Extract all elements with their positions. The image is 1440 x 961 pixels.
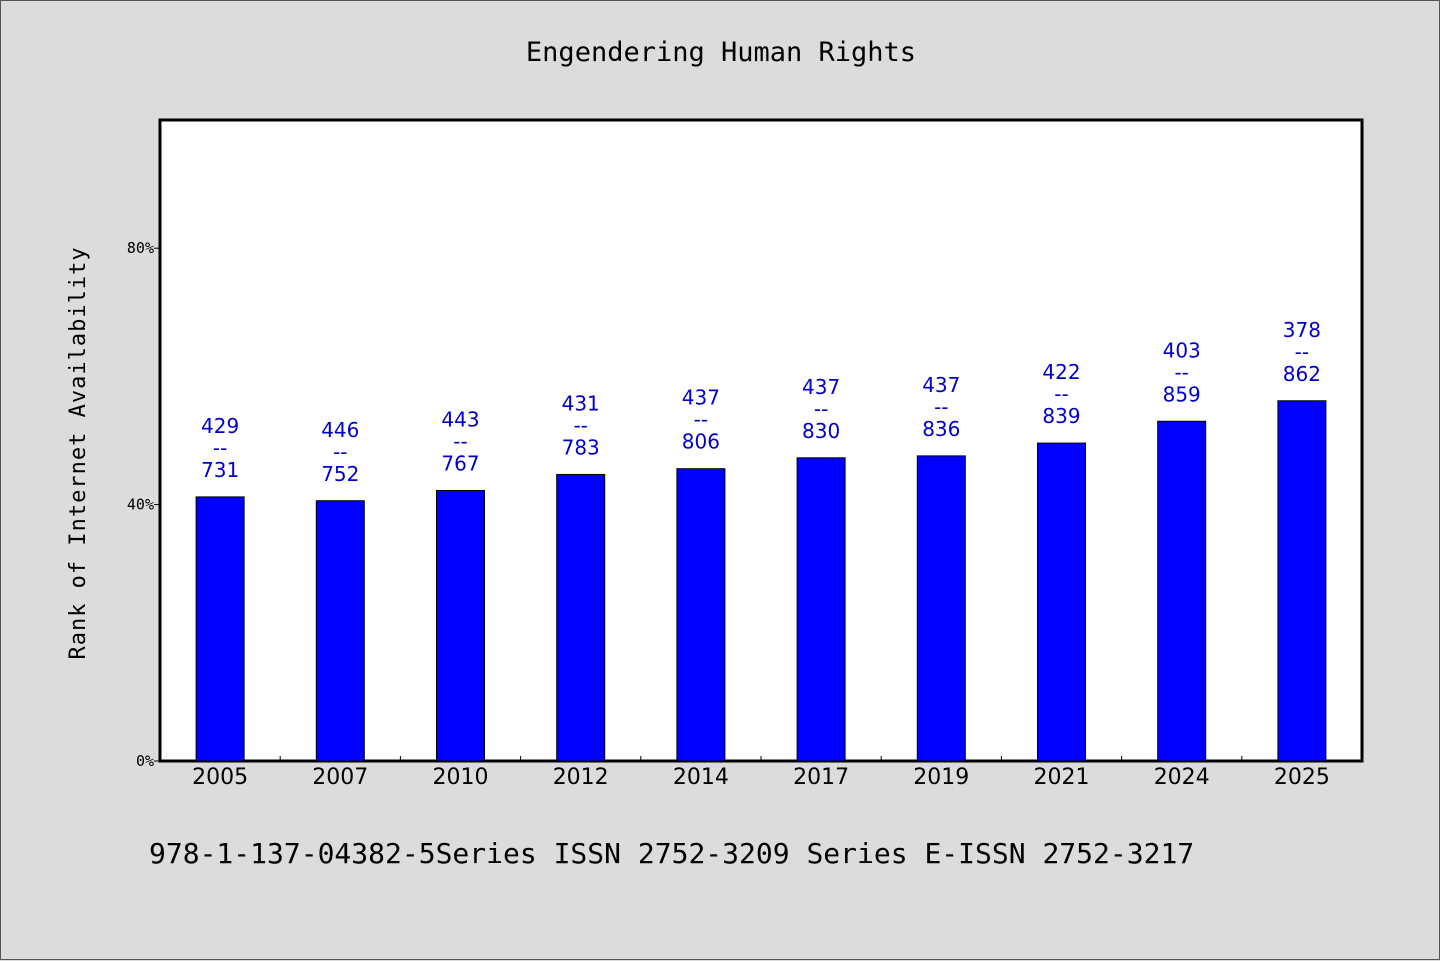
x-tick-label: 2010 — [433, 765, 489, 790]
x-tick-label: 2005 — [192, 765, 248, 790]
bar — [1157, 420, 1207, 762]
y-tick-label: 0% — [136, 752, 154, 770]
bar — [796, 457, 846, 762]
data-label: -- — [573, 413, 587, 437]
data-label: 806 — [682, 430, 720, 454]
bar — [916, 455, 966, 762]
y-axis-label: Rank of Internet Availability — [66, 246, 91, 659]
data-label: 378 — [1283, 318, 1321, 342]
data-label: 422 — [1042, 360, 1080, 384]
x-tick-label: 2012 — [553, 765, 609, 790]
data-label: 752 — [321, 462, 359, 486]
data-label: 437 — [802, 375, 840, 399]
data-label: 767 — [441, 451, 479, 475]
data-label: -- — [694, 408, 708, 432]
data-label: -- — [1295, 340, 1309, 364]
chart-title: Engendering Human Rights — [526, 37, 916, 68]
bar — [676, 468, 726, 762]
x-tick-label: 2007 — [312, 765, 368, 790]
x-tick-label: 2014 — [673, 765, 729, 790]
data-label: 731 — [201, 458, 239, 482]
data-label: -- — [934, 395, 948, 419]
data-label: 862 — [1283, 362, 1321, 386]
data-label: -- — [333, 440, 347, 464]
data-label: 437 — [922, 373, 960, 397]
data-label: -- — [213, 436, 227, 460]
x-tick-label: 2021 — [1034, 765, 1090, 790]
chart-marks: 0%40%80%2005429--7312007446--7522010443-… — [127, 239, 1330, 790]
data-label: 429 — [201, 414, 239, 438]
data-label: 403 — [1163, 338, 1201, 362]
bar — [195, 496, 245, 762]
data-label: 431 — [562, 391, 600, 415]
bar — [436, 489, 485, 762]
data-label: 443 — [441, 407, 479, 431]
data-label: 839 — [1042, 404, 1080, 428]
data-label: 836 — [922, 417, 960, 441]
footer-text: 978-1-137-04382-5Series ISSN 2752-3209 S… — [149, 837, 1194, 870]
x-tick-label: 2017 — [793, 765, 849, 790]
x-tick-label: 2024 — [1154, 765, 1210, 790]
data-label: 783 — [562, 435, 600, 459]
bar — [556, 473, 606, 762]
data-label: -- — [453, 429, 467, 453]
data-label: 830 — [802, 419, 840, 443]
data-label: -- — [1054, 382, 1068, 406]
bar — [1037, 442, 1086, 762]
data-label: 446 — [321, 418, 359, 442]
x-tick-label: 2019 — [913, 765, 969, 790]
y-tick-label: 80% — [127, 239, 154, 257]
data-label: 859 — [1163, 382, 1201, 406]
y-tick-label: 40% — [127, 496, 154, 514]
x-tick-label: 2025 — [1274, 765, 1330, 790]
bar — [315, 500, 365, 762]
data-label: -- — [1174, 360, 1188, 384]
bar — [1277, 400, 1327, 762]
data-label: 437 — [682, 386, 720, 410]
data-label: -- — [814, 397, 828, 421]
